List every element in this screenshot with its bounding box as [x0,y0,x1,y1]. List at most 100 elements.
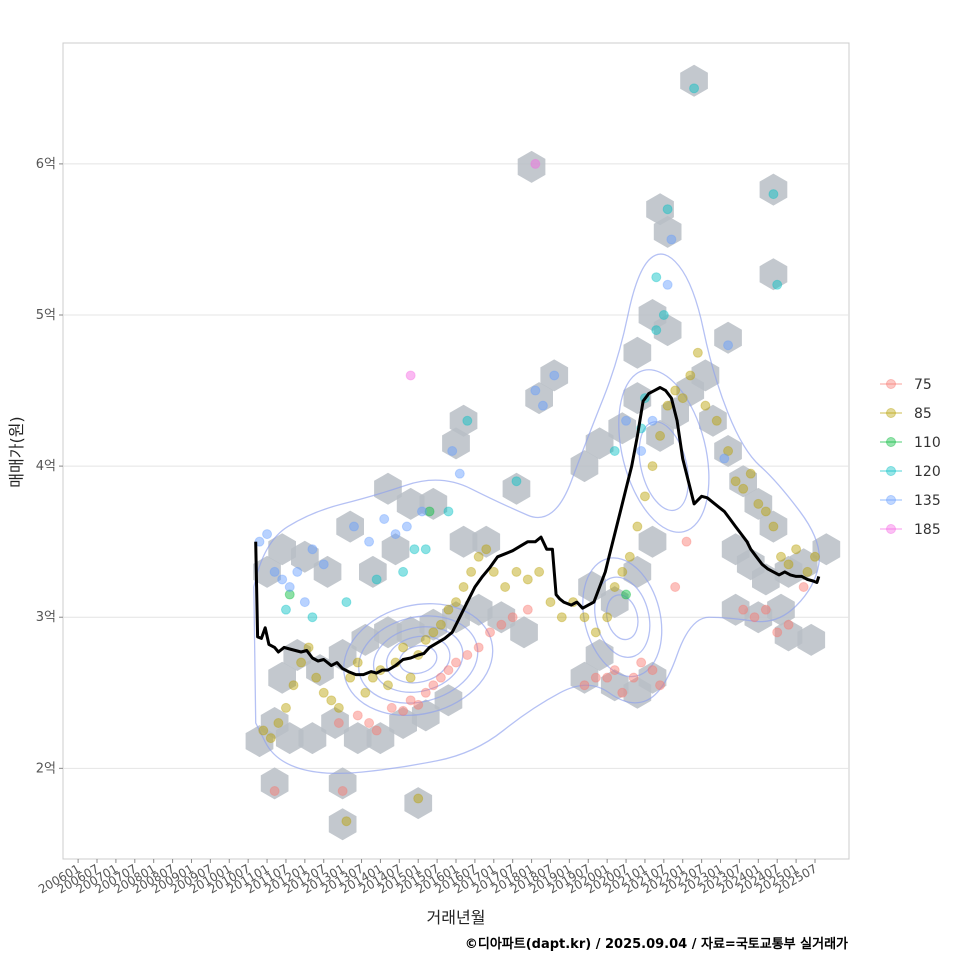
hexbin [653,215,682,248]
hexbin [328,767,357,800]
point-85 [700,400,711,411]
point-75 [798,582,809,592]
y-axis: 2억 3억 4억 5억 6억 [36,157,63,776]
point-75 [628,672,639,683]
hexbin [374,472,402,505]
point-75 [522,604,533,615]
point-75 [428,680,439,691]
legend-label: 85 [914,406,932,422]
hexbin [585,427,614,460]
point-85 [333,702,344,713]
point-135 [621,415,632,426]
hexbin [449,525,478,558]
hexbin [623,382,652,415]
point-85 [280,702,291,713]
point-85 [258,725,269,736]
hexbin [449,404,478,437]
legend-key-dot [886,408,896,418]
point-85 [420,634,431,645]
point-85 [511,566,522,577]
point-85 [791,544,802,555]
point-85 [602,612,613,623]
point-75 [749,612,760,623]
legend-key-dot [886,524,896,534]
point-75 [590,672,601,683]
hexbin [525,382,553,415]
point-85 [655,430,666,441]
point-75 [413,699,424,710]
point-75 [420,687,431,698]
point-85 [382,680,393,691]
point-135 [307,544,318,555]
point-135 [401,521,412,532]
point-75 [371,725,382,736]
point-135 [549,370,560,381]
hexbin [517,150,546,183]
point-85 [443,604,454,615]
hexbin [404,787,433,820]
point-75 [738,604,749,615]
point-75 [269,786,280,796]
point-75 [352,710,363,721]
point-135 [269,566,280,577]
point-75 [496,619,507,630]
point-85 [473,551,484,562]
hexbin [411,699,440,732]
point-85 [458,582,469,592]
hexbin [291,540,319,573]
point-135 [530,385,541,396]
point-135 [723,340,734,351]
point-85 [398,642,409,653]
y-axis-title: 매매가(원) [7,416,26,487]
hexbin [328,808,357,841]
point-75 [602,672,613,683]
point-120 [609,446,620,456]
point-75 [462,650,473,660]
legend-key-dot [886,379,896,389]
point-85 [428,627,439,638]
point-75 [473,642,484,653]
hexbin [366,722,395,755]
point-75 [485,627,496,638]
point-75 [337,786,348,796]
hexbin [540,359,569,392]
point-135 [299,597,310,608]
legend-label: 110 [914,435,941,451]
point-135 [416,506,427,517]
hexbin [321,707,349,739]
point-75 [435,672,446,683]
density-contour [618,369,710,533]
point-85 [288,680,299,691]
point-75 [364,718,375,728]
point-135 [318,559,329,570]
point-85 [783,559,794,570]
hexbin [578,571,606,603]
hexbin [714,435,742,467]
point-85 [730,476,741,487]
point-135 [284,582,295,592]
point-85 [466,566,477,577]
point-85 [579,612,590,623]
point-85 [451,597,461,608]
point-75 [772,627,783,638]
point-135 [636,446,647,456]
point-85 [481,544,492,555]
hexbin [600,586,629,619]
density-contour [343,603,494,717]
density-contour [605,594,639,641]
legend-label: 135 [914,493,941,509]
point-85 [352,657,363,668]
point-75 [386,702,397,713]
legend-key-dot [886,495,896,505]
point-75 [617,687,628,698]
point-85 [670,385,681,396]
hexbin [744,601,773,634]
legend: 75 85 110 120 135 185 [880,377,941,538]
point-85 [711,415,722,426]
point-85 [677,393,688,404]
scatter-points [254,83,820,827]
point-120 [772,279,783,290]
hexbin [472,525,501,558]
point-120 [420,544,431,555]
